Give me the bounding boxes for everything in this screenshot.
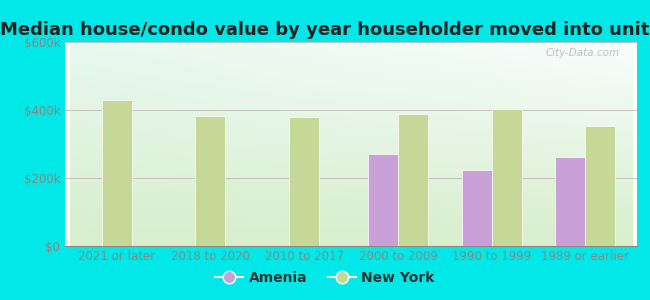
Bar xyxy=(462,169,491,246)
Bar xyxy=(586,126,616,246)
Text: Median house/condo value by year householder moved into unit: Median house/condo value by year househo… xyxy=(0,21,650,39)
Bar xyxy=(101,100,131,246)
Bar xyxy=(398,114,428,246)
Bar xyxy=(196,116,226,246)
Bar xyxy=(289,118,319,246)
Bar xyxy=(368,154,398,246)
Bar xyxy=(491,109,522,246)
Bar xyxy=(555,157,586,246)
Legend: Amenia, New York: Amenia, New York xyxy=(210,265,440,290)
Text: City-Data.com: City-Data.com xyxy=(546,48,620,58)
